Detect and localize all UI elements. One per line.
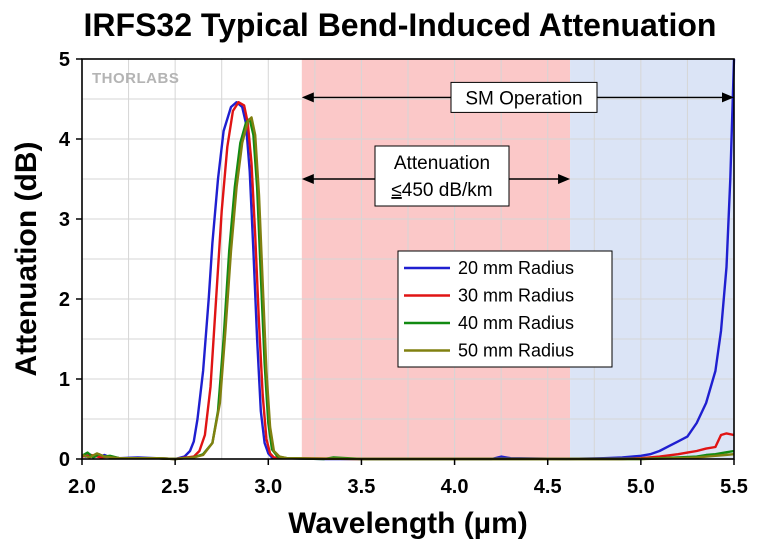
attenuation-label-line1: Attenuation — [394, 153, 490, 174]
legend-box — [397, 250, 613, 368]
x-tick-label: 5.0 — [627, 476, 655, 498]
attenuation-arrow-head-left — [301, 174, 314, 184]
y-tick-label: 3 — [59, 209, 70, 231]
y-tick-label: 1 — [59, 369, 70, 391]
y-axis-label: Attenuation (dB) — [10, 142, 43, 377]
y-tick-label: 0 — [59, 449, 70, 471]
attenuation-value: 450 dB/km — [402, 180, 493, 201]
chart-title: IRFS32 Typical Bend-Induced Attenuation — [84, 7, 717, 43]
attenuation-label-line2: ≤450 dB/km — [391, 180, 492, 201]
less-equal-symbol: ≤ — [391, 180, 401, 201]
x-tick-label: 2.5 — [161, 476, 189, 498]
x-tick-label: 2.0 — [68, 476, 96, 498]
sm-operation-arrow-head-right — [722, 92, 734, 103]
x-tick-label: 3.0 — [254, 476, 282, 498]
legend-label-1: 20 mm Radius — [458, 258, 574, 278]
x-tick-label: 5.5 — [720, 476, 748, 498]
sm-operation-arrow-head-left — [301, 92, 314, 103]
legend-label-2: 30 mm Radius — [458, 286, 574, 306]
attenuation-arrow-head-right — [558, 174, 571, 184]
x-tick-label: 4.0 — [441, 476, 469, 498]
x-axis-label: Wavelength (µm) — [288, 507, 528, 540]
axis-ticks: 2.0 2.5 3.0 3.5 4.0 4.5 5.0 5.5 0 1 2 3 4 5 — [59, 49, 748, 498]
annotations: SM Operation Attenuation ≤450 dB/km — [301, 81, 734, 207]
sm-operation-label: SM Operation — [465, 88, 582, 109]
plot-border — [81, 58, 735, 460]
y-tick-label: 2 — [59, 289, 70, 311]
sm-operation-box — [450, 81, 598, 113]
x-tick-label: 3.5 — [348, 476, 376, 498]
y-tick-label: 5 — [59, 49, 70, 71]
attenuation-box — [374, 145, 510, 207]
legend-label-3: 40 mm Radius — [458, 313, 574, 333]
legend: 20 mm Radius 30 mm Radius 40 mm Radius 50 m… — [397, 250, 613, 368]
legend-label-4: 50 mm Radius — [458, 341, 574, 361]
plot-frame — [81, 58, 735, 460]
thorlabs-logo: THORLABS — [92, 70, 179, 87]
y-tick-label: 4 — [59, 129, 71, 151]
x-tick-label: 4.5 — [534, 476, 562, 498]
